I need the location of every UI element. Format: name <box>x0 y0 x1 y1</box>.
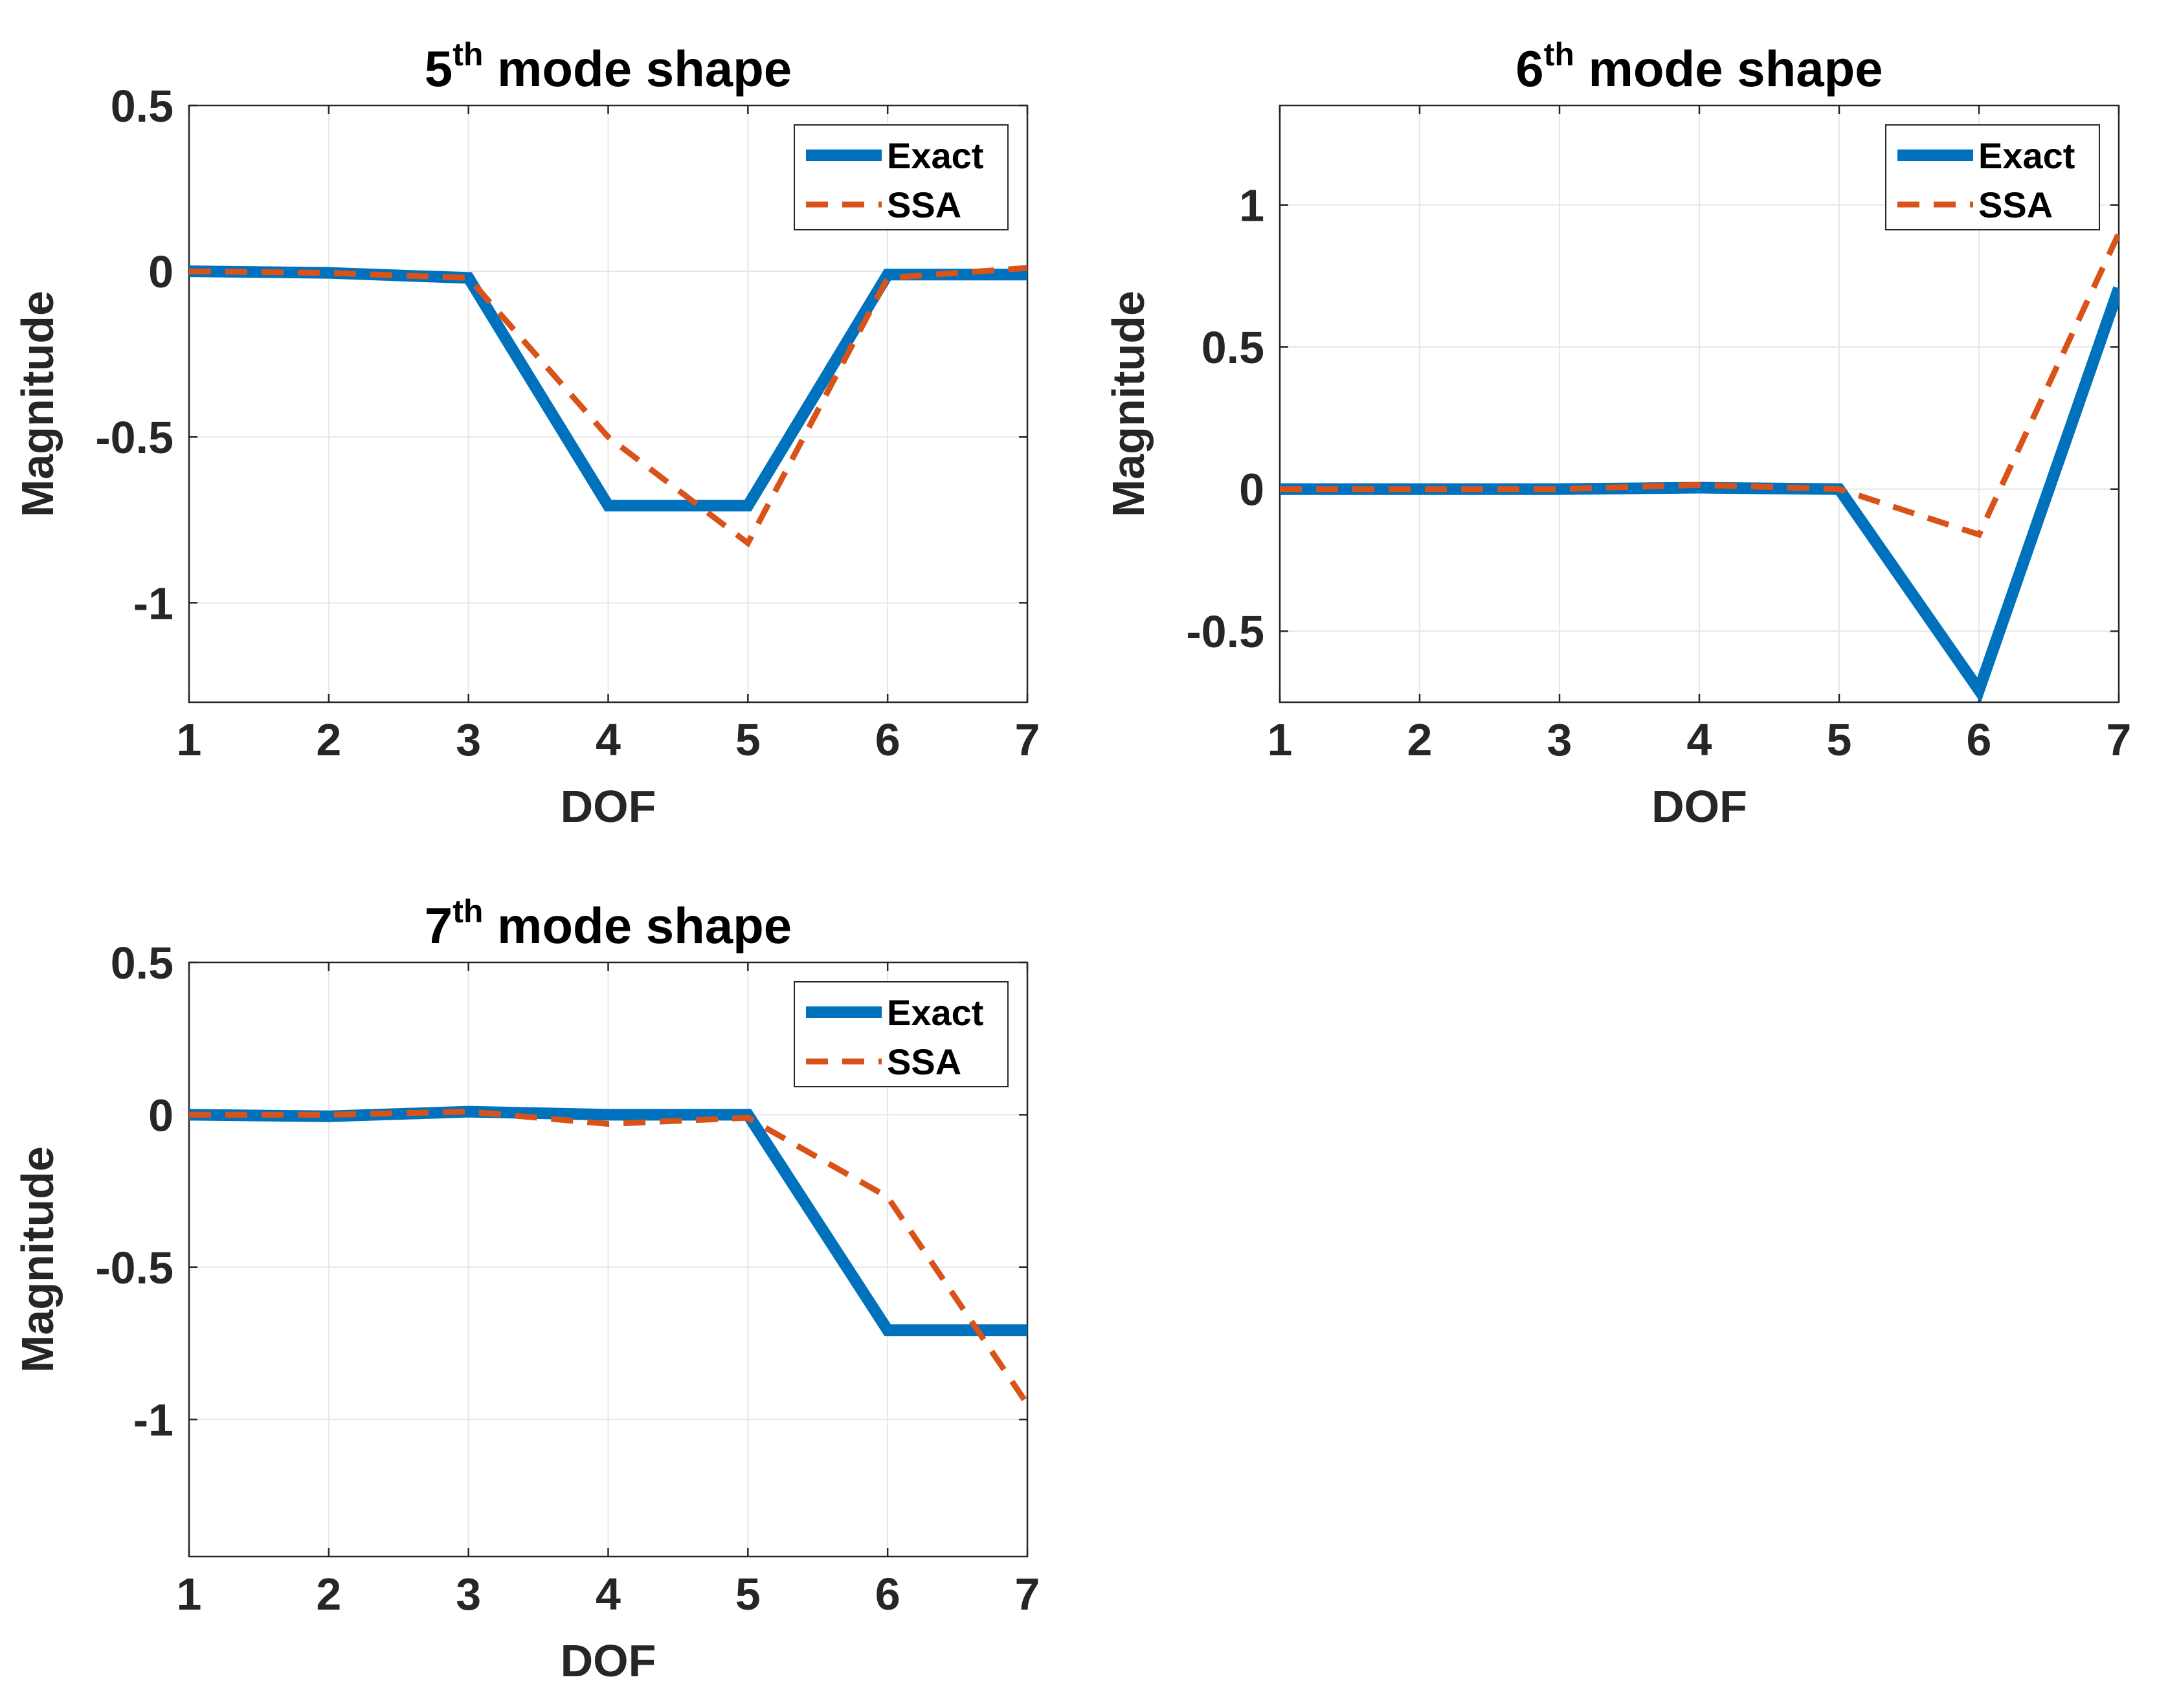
chart-1-series-exact <box>189 265 1027 512</box>
chart-2-ytick-label: -0.5 <box>1186 606 1264 657</box>
chart-1-xlabel: DOF <box>561 781 656 832</box>
chart-3-xtick-label: 1 <box>177 1569 202 1619</box>
chart-1-title-text: mode shape <box>483 40 792 97</box>
chart-2-title-number: 6 <box>1515 40 1543 97</box>
chart-1-xtick-label: 1 <box>177 715 202 765</box>
chart-3-legend: Exact SSA <box>794 981 1009 1087</box>
chart-1-series-ssa <box>189 265 1027 548</box>
chart-3-legend-label-exact: Exact <box>887 992 983 1033</box>
chart-2-legend-label-exact: Exact <box>1978 135 2075 176</box>
chart-3-ytick-label: 0.5 <box>111 938 173 988</box>
chart-1-title-superscript: th <box>453 36 483 72</box>
chart-1-xtick-label: 2 <box>316 715 341 765</box>
chart-3-title: 7th mode shape <box>425 893 792 954</box>
chart-2-ylabel: Magnitude <box>1103 291 1154 517</box>
chart-2-ytick-label: 0 <box>1239 465 1264 515</box>
chart-1-ytick-label: 0 <box>148 247 173 297</box>
chart-1-ylabel: Magnitude <box>12 291 63 517</box>
chart-3-xlabel: DOF <box>561 1636 656 1686</box>
chart-2-xtick-label: 7 <box>2107 715 2132 765</box>
chart-2-title-superscript: th <box>1544 36 1574 72</box>
chart-3-legend-box <box>794 981 1009 1087</box>
chart-1-legend-box <box>794 124 1009 230</box>
chart-3-xtick-label: 4 <box>596 1569 621 1619</box>
chart-2-xtick-label: 5 <box>1827 715 1852 765</box>
chart-3-xtick-label: 5 <box>735 1569 761 1619</box>
chart-3-ytick-label: 0 <box>148 1090 173 1140</box>
chart-2-ytick-label: 1 <box>1239 181 1264 231</box>
chart-1-xtick-label: 4 <box>596 715 621 765</box>
chart-3-ylabel: Magnitude <box>12 1146 63 1373</box>
chart-1-legend-label-exact: Exact <box>887 135 983 176</box>
chart-2-title: 6th mode shape <box>1515 36 1883 97</box>
chart-1-xtick-label: 6 <box>875 715 900 765</box>
chart-2-xtick-label: 1 <box>1268 715 1293 765</box>
chart-3-xtick-label: 3 <box>456 1569 481 1619</box>
chart-2-legend: Exact SSA <box>1885 124 2100 230</box>
chart-2-ytick-label: 0.5 <box>1201 322 1264 373</box>
chart-2-xtick-label: 2 <box>1407 715 1433 765</box>
chart-3-title-text: mode shape <box>483 897 792 954</box>
chart-3-xtick-label: 6 <box>875 1569 900 1619</box>
chart-3-ytick-label: -0.5 <box>95 1243 173 1293</box>
chart-1-xtick-label: 3 <box>456 715 481 765</box>
chart-3-ytick-label: -1 <box>133 1395 173 1445</box>
chart-3-series-exact <box>189 1105 1027 1336</box>
chart-1-ytick-label: 0.5 <box>111 81 173 131</box>
chart-1-title: 5th mode shape <box>425 36 792 97</box>
chart-2-xlabel: DOF <box>1651 781 1747 832</box>
chart-1-ytick-label: -1 <box>133 578 173 628</box>
chart-1-ytick-label: -0.5 <box>95 412 173 463</box>
chart-3-title-superscript: th <box>453 893 483 929</box>
chart-2-legend-label-ssa: SSA <box>1978 184 2053 225</box>
chart-1-title-number: 5 <box>425 40 453 97</box>
chart-2-legend-box <box>1885 124 2100 230</box>
chart-2-xtick-label: 4 <box>1687 715 1712 765</box>
chart-2-title-text: mode shape <box>1574 40 1883 97</box>
chart-2-series-ssa <box>1280 232 2119 538</box>
chart-1-xtick-label: 7 <box>1015 715 1040 765</box>
chart-1-legend: Exact SSA <box>794 124 1009 230</box>
chart-1-xtick-label: 5 <box>735 715 761 765</box>
chart-3-legend-label-ssa: SSA <box>887 1041 961 1082</box>
chart-3-title-number: 7 <box>425 897 453 954</box>
chart-3-xtick-label: 2 <box>316 1569 341 1619</box>
chart-2-xtick-label: 3 <box>1547 715 1572 765</box>
chart-3-series-ssa <box>189 1109 1027 1406</box>
chart-1-legend-label-ssa: SSA <box>887 184 961 225</box>
chart-2-xtick-label: 6 <box>1967 715 1992 765</box>
chart-3-xtick-label: 7 <box>1015 1569 1040 1619</box>
